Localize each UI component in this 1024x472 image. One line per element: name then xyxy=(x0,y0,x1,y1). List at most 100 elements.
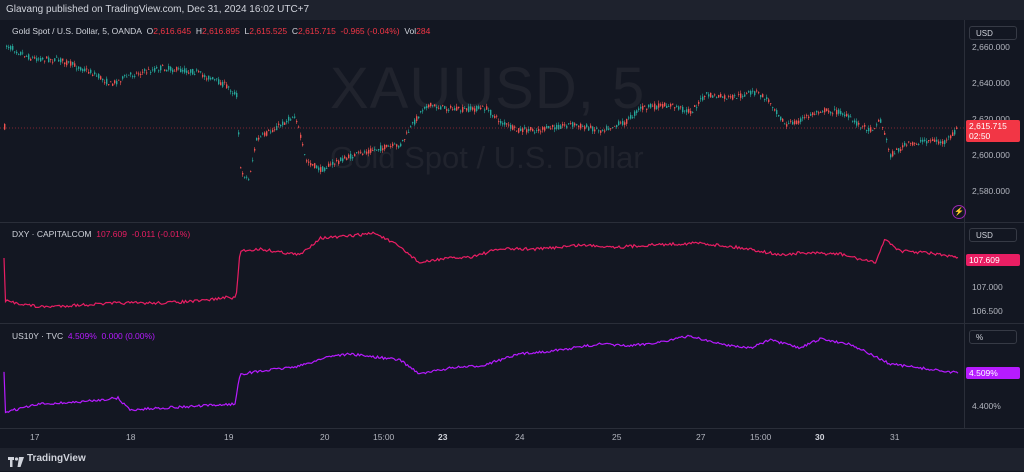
candle-body xyxy=(374,148,376,150)
dxy-series xyxy=(3,231,959,309)
candle-body xyxy=(442,104,444,106)
candle-body xyxy=(240,167,242,169)
pane-divider[interactable] xyxy=(0,323,1024,324)
candle-body xyxy=(254,148,256,151)
us10y-line[interactable] xyxy=(0,324,964,428)
us10y-last-value-tag: 4.509% xyxy=(966,367,1020,379)
us10y-pane[interactable] xyxy=(0,324,964,428)
candle-body xyxy=(58,59,60,62)
candle-body xyxy=(30,58,32,61)
candle-body xyxy=(790,120,792,122)
gold-pane[interactable] xyxy=(0,20,964,222)
us10y-legend[interactable]: US10Y · TVC 4.509% 0.000 (0.00%) xyxy=(12,331,155,341)
candle-body xyxy=(344,156,346,159)
dxy-symbol-label[interactable]: DXY · CAPITALCOM xyxy=(12,229,92,239)
candle-body xyxy=(814,113,816,115)
candle-body xyxy=(874,128,876,129)
candle-body xyxy=(948,136,950,138)
candle-body xyxy=(876,124,878,126)
candle-body xyxy=(594,129,596,132)
lightning-icon[interactable]: ⚡ xyxy=(952,205,966,219)
candle-body xyxy=(506,123,508,125)
us10y-symbol-label[interactable]: US10Y · TVC xyxy=(12,331,64,341)
candle-body xyxy=(666,105,668,108)
candle-body xyxy=(758,92,760,94)
candle-body xyxy=(582,126,584,127)
candle-body xyxy=(468,106,470,112)
candle-body xyxy=(710,92,712,98)
candle-body xyxy=(794,120,796,125)
candle-body xyxy=(904,142,906,146)
candle-body xyxy=(526,129,528,133)
candle-body xyxy=(766,97,768,100)
footer-brand[interactable]: TradingView xyxy=(27,453,86,464)
candle-body xyxy=(120,81,122,83)
candle-body xyxy=(148,69,150,70)
candle-body xyxy=(448,109,450,111)
candle-body xyxy=(158,70,160,72)
candle-body xyxy=(796,120,798,125)
candle-body xyxy=(180,68,182,73)
tradingview-logo-icon[interactable] xyxy=(8,454,24,467)
candle-body xyxy=(484,109,486,111)
candle-body xyxy=(160,65,162,71)
candle-body xyxy=(942,141,944,144)
candle-body xyxy=(440,106,442,110)
candle-body xyxy=(182,69,184,72)
us10y-unit-button[interactable]: % xyxy=(969,330,1017,344)
candle-body xyxy=(870,127,872,132)
candle-body xyxy=(954,130,956,135)
candle-body xyxy=(8,46,10,49)
gold-symbol-label[interactable]: Gold Spot / U.S. Dollar, 5, OANDA xyxy=(12,26,142,36)
candle-body xyxy=(18,54,20,56)
pane-divider[interactable] xyxy=(0,222,1024,223)
dxy-legend[interactable]: DXY · CAPITALCOM 107.609 -0.011 (-0.01%) xyxy=(12,229,190,239)
candle-body xyxy=(416,116,418,122)
candle-body xyxy=(558,124,560,130)
gold-low-label: L xyxy=(244,26,250,36)
candle-body xyxy=(444,105,446,109)
candle-body xyxy=(144,69,146,71)
price-axis[interactable] xyxy=(964,20,1024,428)
candle-body xyxy=(12,45,14,50)
candle-body xyxy=(824,108,826,113)
watermark-symbol: XAUUSD, 5 xyxy=(330,56,646,121)
dxy-line[interactable] xyxy=(0,223,964,323)
candle-body xyxy=(906,144,908,146)
gold-candles[interactable] xyxy=(0,20,964,222)
candle-body xyxy=(776,110,778,115)
candle-body xyxy=(516,130,518,132)
candle-body xyxy=(40,58,42,62)
candle-body xyxy=(612,127,614,129)
candle-body xyxy=(934,139,936,142)
candle-body xyxy=(342,158,344,162)
candle-body xyxy=(488,109,490,111)
candle-body xyxy=(590,125,592,128)
gold-tick: 2,660.000 xyxy=(972,42,1010,52)
candle-body xyxy=(332,161,334,165)
candle-body xyxy=(584,126,586,130)
candle-body xyxy=(756,90,758,92)
candle-body xyxy=(728,95,730,97)
candle-body xyxy=(816,110,818,113)
candle-body xyxy=(220,82,222,86)
gold-legend[interactable]: Gold Spot / U.S. Dollar, 5, OANDA O2,616… xyxy=(12,26,430,36)
dxy-pane[interactable] xyxy=(0,223,964,323)
candle-body xyxy=(804,117,806,119)
candle-body xyxy=(126,76,128,78)
candle-body xyxy=(880,119,882,123)
candle-body xyxy=(676,105,678,107)
gold-open: 2,616.645 xyxy=(153,26,192,36)
candle-body xyxy=(382,148,384,151)
gold-currency-button[interactable]: USD xyxy=(969,26,1017,40)
candle-body xyxy=(88,71,90,74)
candle-body xyxy=(72,61,74,65)
candle-body xyxy=(426,106,428,108)
time-tick: 20 xyxy=(320,432,330,442)
dxy-currency-button[interactable]: USD xyxy=(969,228,1017,242)
candle-body xyxy=(486,106,488,110)
candle-body xyxy=(136,72,138,74)
candle-body xyxy=(628,117,630,119)
candle-body xyxy=(922,139,924,142)
candle-body xyxy=(854,120,856,123)
